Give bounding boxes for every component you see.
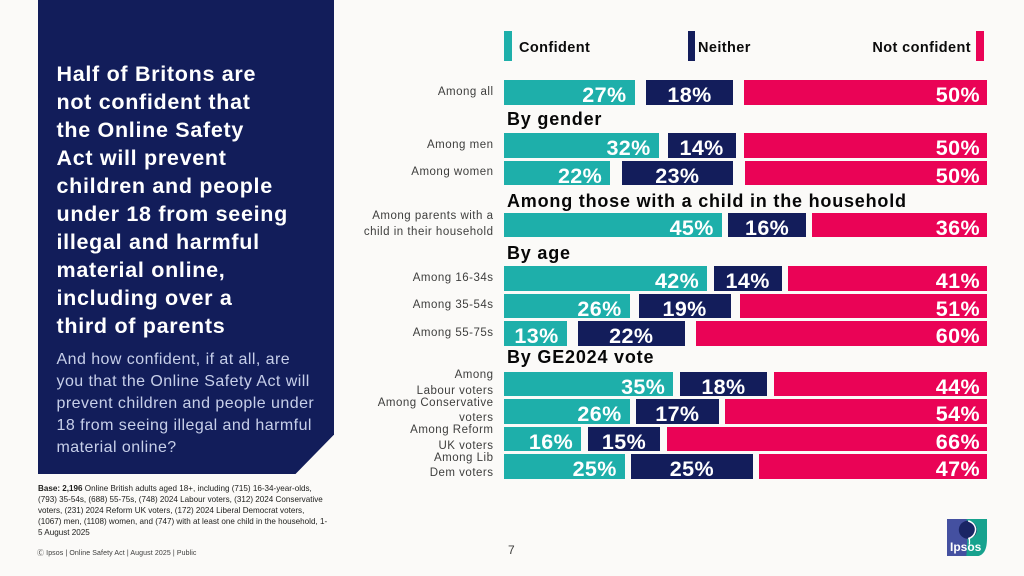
svg-text:Ipsos: Ipsos bbox=[950, 540, 982, 554]
